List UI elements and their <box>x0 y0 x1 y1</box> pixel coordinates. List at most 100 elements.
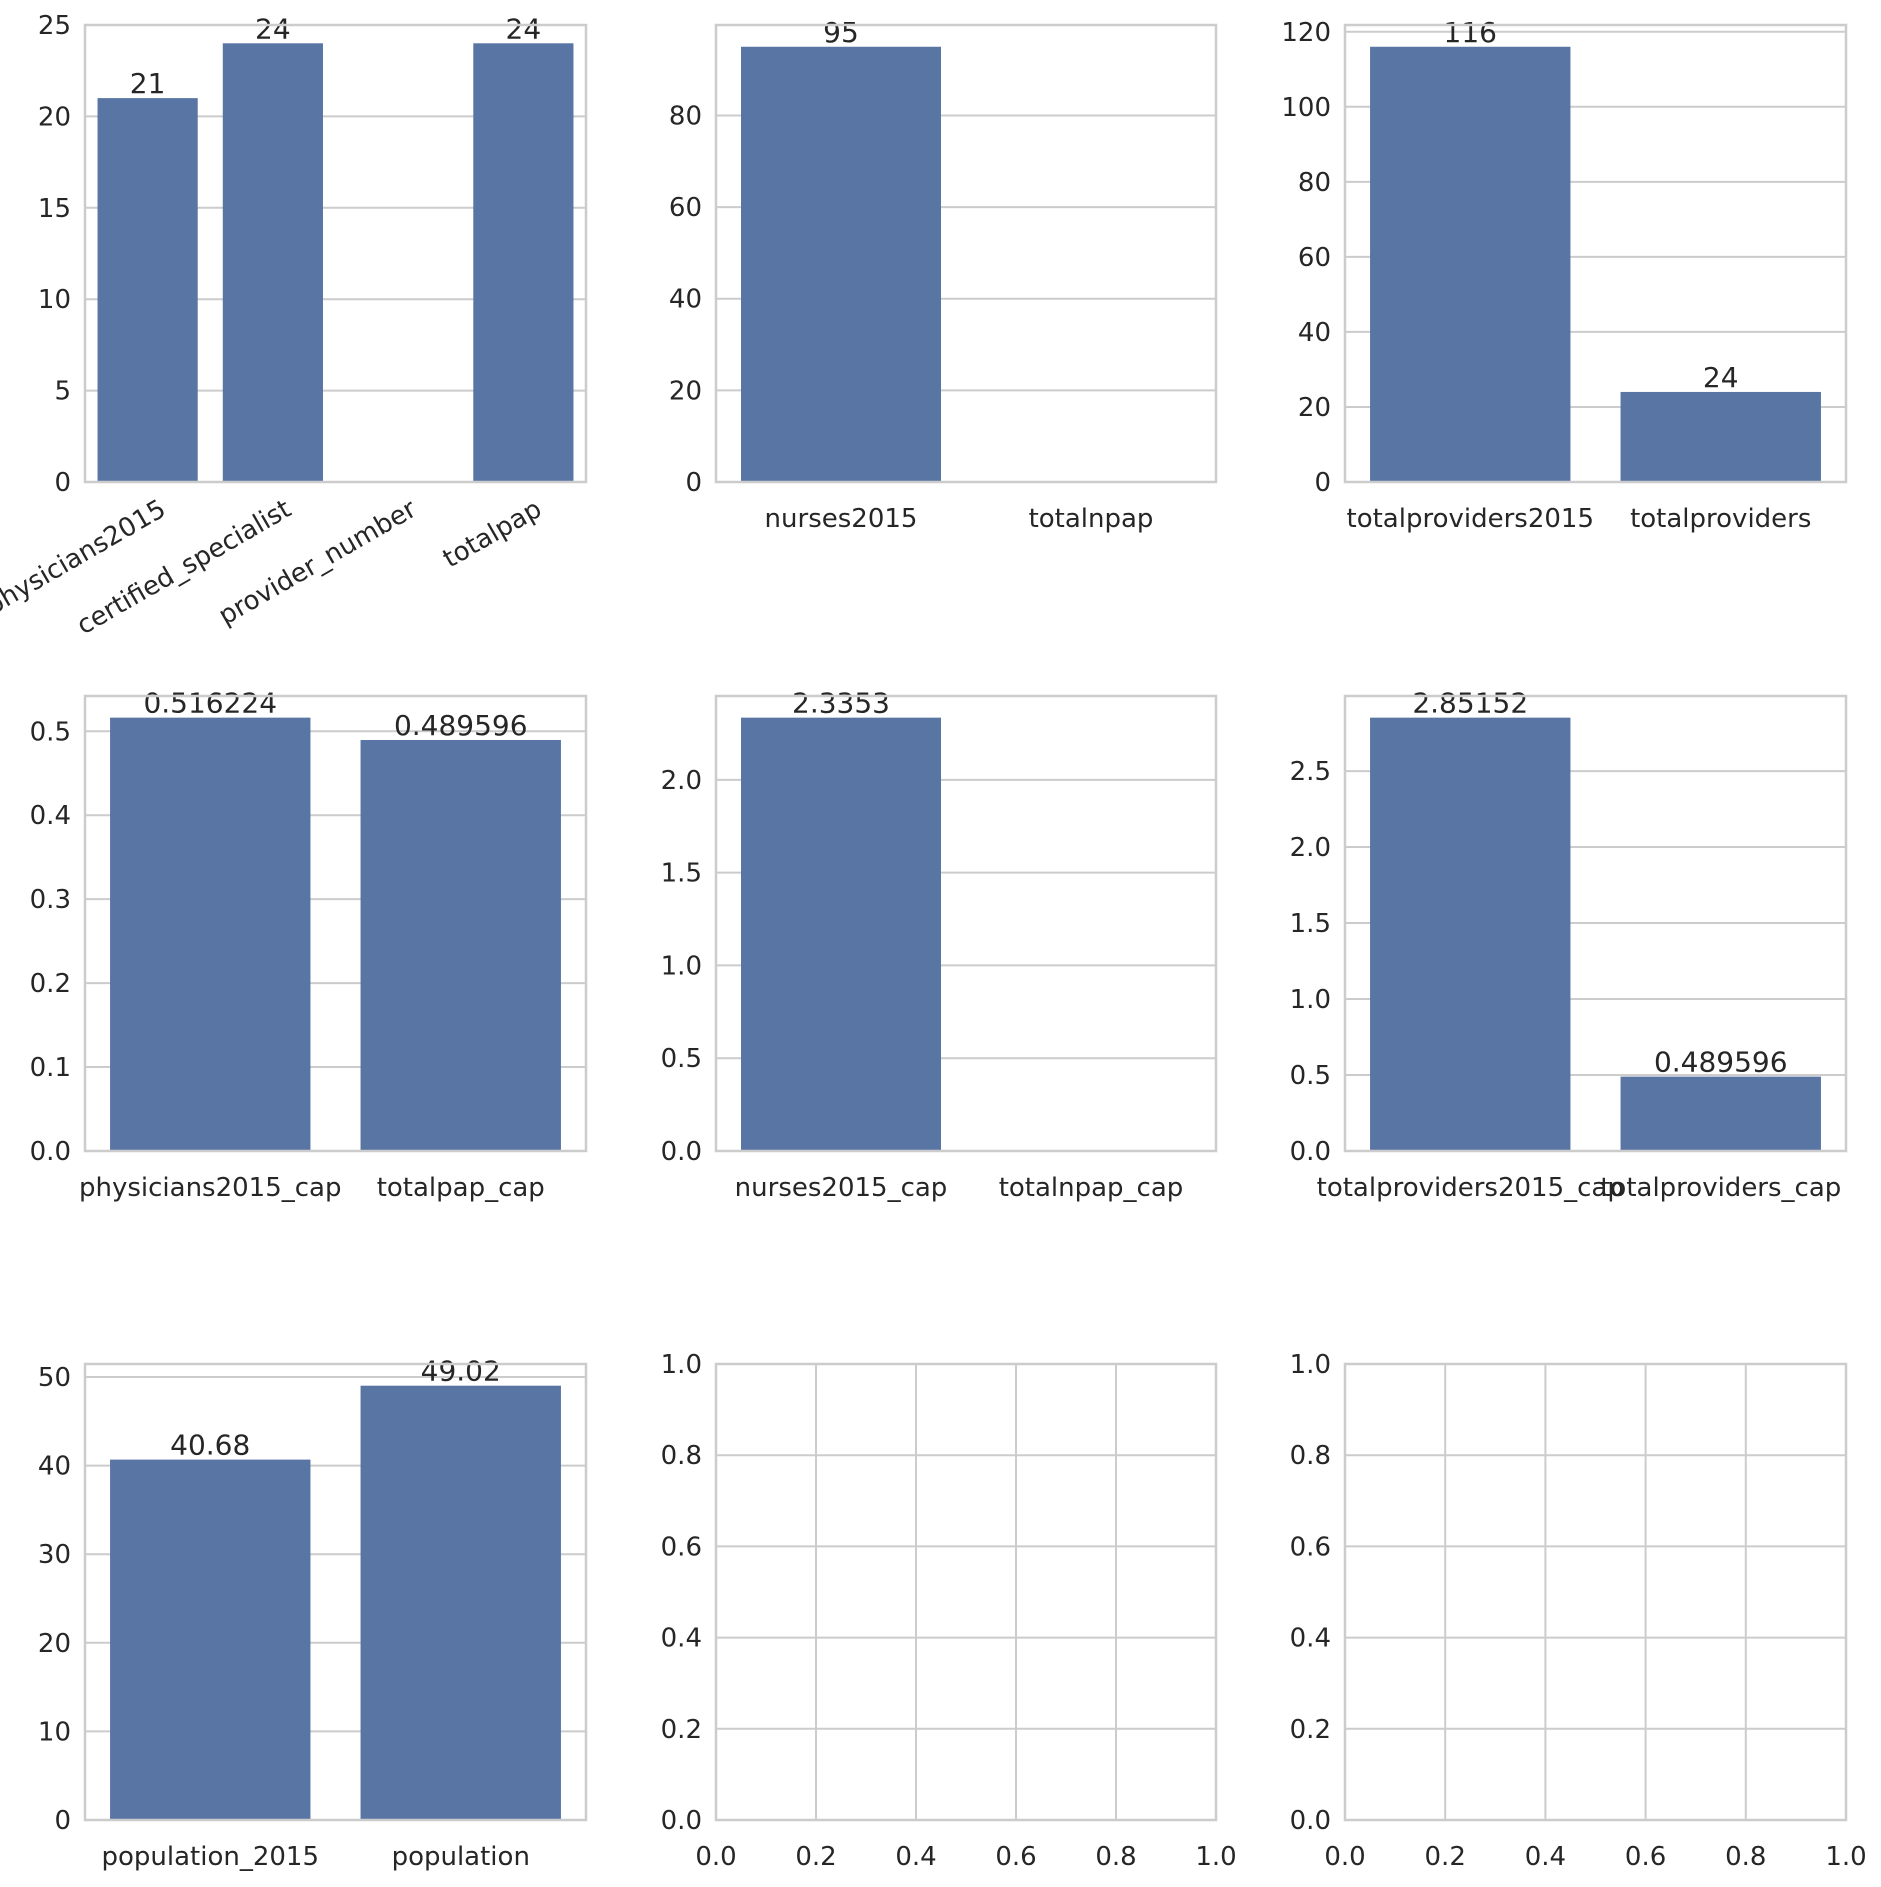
subplot-9: 0.0 0.2 0.4 0.6 0.8 1.0 0.0 0.2 0.4 0.6 0.8 1.0 <box>1290 1350 1867 1872</box>
y-tick-label: 0.8 <box>661 1441 702 1471</box>
y-tick-label: 1.5 <box>1290 909 1331 939</box>
x-tick-label: 0.6 <box>995 1842 1036 1872</box>
y-tick-label: 0 <box>54 468 71 498</box>
data-label: 49.02 <box>421 1355 501 1388</box>
data-label: 0.489596 <box>1654 1046 1788 1079</box>
y-tick-label: 0.5 <box>1290 1061 1331 1091</box>
axes-frame <box>1343 694 1848 1153</box>
y-tick-label: 0.0 <box>30 1137 71 1167</box>
axes-frame <box>714 1362 1218 1822</box>
bar-physicians2015 <box>97 98 198 483</box>
bar-totalproviders2015 <box>1370 46 1571 483</box>
y-tick-label: 20 <box>38 102 71 132</box>
y-tick-label: 0.5 <box>30 717 71 747</box>
axes-frame <box>1343 1362 1848 1822</box>
subplot-4: 0.0 0.1 0.2 0.3 0.4 0.5 0.516224 physicians2015… <box>30 687 588 1203</box>
y-tick-label: 2.0 <box>661 766 702 796</box>
subplot-1: 051015202521physicians201524certified_sp… <box>0 11 588 641</box>
y-tick-label: 20 <box>1298 393 1331 423</box>
x-tick-label: 0.4 <box>1525 1842 1566 1872</box>
bar-nurses2015_cap <box>741 717 941 1151</box>
y-tick-label: 100 <box>1281 93 1331 123</box>
y-tick-label: 40 <box>1298 318 1331 348</box>
data-label: 95 <box>823 16 859 49</box>
bar-totalproviders2015_cap <box>1370 717 1571 1151</box>
y-tick-label: 20 <box>669 376 702 406</box>
subplot-2: 0 20 40 60 80 95 nurses2015 totalnpap <box>669 16 1218 534</box>
y-tick-label: 10 <box>38 285 71 315</box>
y-tick-label: 0.8 <box>1290 1441 1331 1471</box>
x-tick-label: totalproviders2015 <box>1347 504 1595 534</box>
y-tick-label: 1.0 <box>661 951 702 981</box>
y-tick-label: 80 <box>669 101 702 131</box>
y-tick-label: 0.4 <box>30 801 71 831</box>
x-tick-label: totalproviders <box>1630 504 1811 534</box>
y-tick-label: 0.2 <box>30 969 71 999</box>
y-tick-label: 0.6 <box>661 1532 702 1562</box>
axes-frame <box>83 1362 588 1822</box>
y-tick-label: 0.4 <box>661 1624 702 1654</box>
bar-certified_specialist <box>222 43 323 482</box>
subplot-7: 0 10 20 30 40 50 40.68 population_2015 49.02 popu… <box>38 1355 588 1872</box>
bar-population <box>360 1385 561 1820</box>
y-tick-label: 0.0 <box>1290 1806 1331 1836</box>
x-tick-label: totalpap <box>438 494 547 574</box>
y-tick-label: 0.0 <box>661 1806 702 1836</box>
subplot-6: 0.0 0.5 1.0 1.5 2.0 2.5 2.85152 totalproviders2… <box>1290 687 1848 1203</box>
y-tick-label: 0.6 <box>1290 1532 1331 1562</box>
y-tick-label: 1.0 <box>1290 985 1331 1015</box>
y-tick-label: 2.5 <box>1290 757 1331 787</box>
y-tick-label: 2.0 <box>1290 833 1331 863</box>
x-tick-label: totalpap_cap <box>377 1173 545 1203</box>
x-tick-label: 0.0 <box>1324 1842 1365 1872</box>
x-tick-label: population <box>392 1842 530 1872</box>
y-tick-label: 15 <box>38 194 71 224</box>
y-tick-label: 80 <box>1298 168 1331 198</box>
y-tick-label: 60 <box>1298 243 1331 273</box>
x-tick-label: physicians2015_cap <box>79 1173 342 1203</box>
x-tick-label: 0.8 <box>1095 1842 1136 1872</box>
bar-totalpap <box>473 43 574 482</box>
x-tick-label: totalnpap_cap <box>999 1173 1184 1203</box>
x-tick-label: 0.6 <box>1625 1842 1666 1872</box>
y-tick-label: 0.0 <box>661 1137 702 1167</box>
y-tick-label: 0.5 <box>661 1044 702 1074</box>
y-tick-label: 40 <box>669 285 702 315</box>
y-tick-label: 1.5 <box>661 859 702 889</box>
axes-frame <box>83 23 588 484</box>
bar-nurses2015 <box>741 46 941 483</box>
y-tick-label: 5 <box>54 377 71 407</box>
x-tick-label: 1.0 <box>1195 1842 1236 1872</box>
data-label: 0.489596 <box>394 709 528 742</box>
bar-physicians2015_cap <box>110 717 311 1151</box>
data-label: 24 <box>506 12 542 45</box>
subplot-3: 0 20 40 60 80 100 120 116 totalproviders2015 24 to… <box>1281 16 1848 534</box>
data-label: 2.3353 <box>792 687 890 720</box>
x-tick-label: nurses2015_cap <box>735 1173 948 1203</box>
y-tick-label: 10 <box>38 1717 71 1747</box>
x-tick-label: totalnpap <box>1029 504 1154 534</box>
y-tick-label: 0 <box>685 468 702 498</box>
data-label: 40.68 <box>170 1429 250 1462</box>
subplot-5: 0.0 0.5 1.0 1.5 2.0 2.3353 nurses2015_cap total… <box>661 687 1218 1203</box>
subplot-8: 0.0 0.2 0.4 0.6 0.8 1.0 0.0 0.2 0.4 0.6 0.8 1.0 <box>661 1350 1237 1872</box>
y-tick-label: 0 <box>1314 468 1331 498</box>
data-label: 0.516224 <box>143 687 277 720</box>
x-tick-label: totalproviders_cap <box>1600 1173 1841 1203</box>
y-tick-label: 0.1 <box>30 1053 71 1083</box>
y-tick-label: 0.4 <box>1290 1624 1331 1654</box>
x-tick-label: 0.8 <box>1725 1842 1766 1872</box>
y-tick-label: 0.0 <box>1290 1137 1331 1167</box>
y-tick-label: 60 <box>669 193 702 223</box>
y-tick-label: 25 <box>38 11 71 41</box>
y-tick-label: 0.2 <box>1290 1715 1331 1745</box>
axes-frame <box>1343 23 1848 484</box>
y-tick-label: 120 <box>1281 18 1331 48</box>
data-label: 24 <box>1703 361 1739 394</box>
axes-frame <box>83 694 588 1153</box>
data-label: 21 <box>130 67 166 100</box>
y-tick-label: 0 <box>54 1806 71 1836</box>
x-tick-label: 0.0 <box>695 1842 736 1872</box>
data-label: 24 <box>255 12 291 45</box>
x-tick-label: nurses2015 <box>765 504 918 534</box>
